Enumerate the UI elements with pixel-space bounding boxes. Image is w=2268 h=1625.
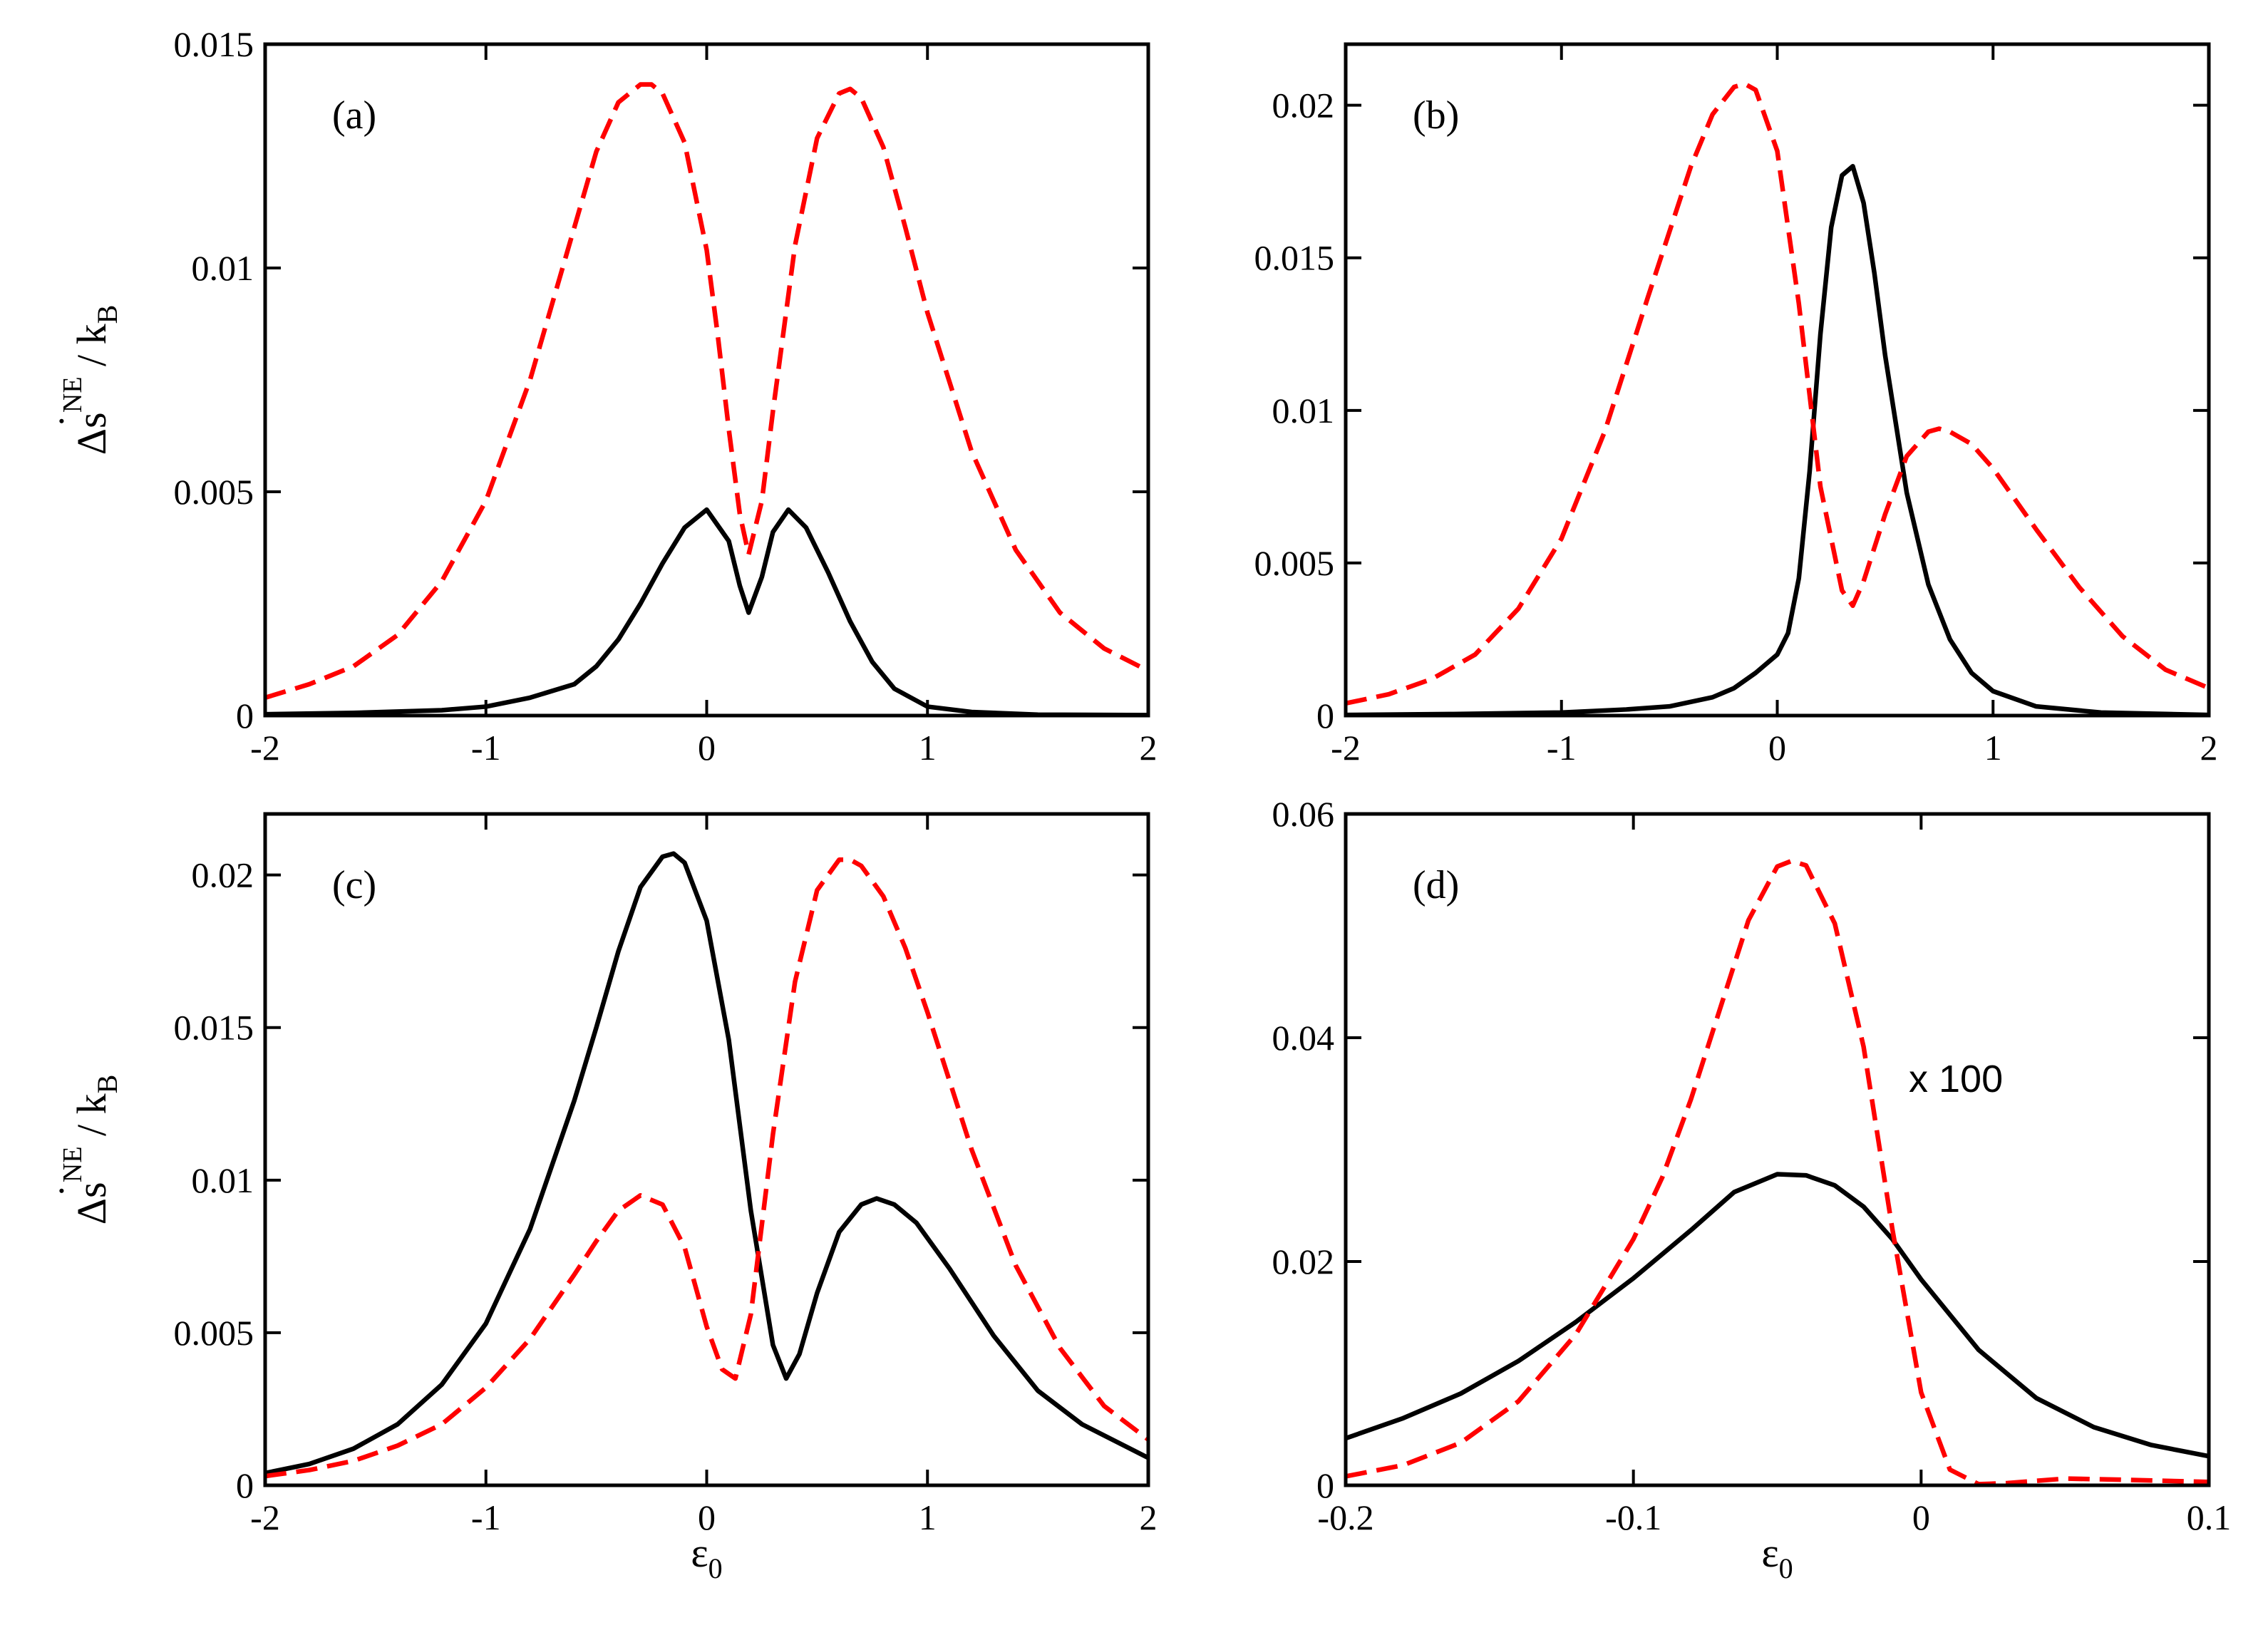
x-tick-label-b: -2 [1331,728,1361,768]
x-tick-label-c: -1 [471,1497,501,1537]
x-tick-label-d: 0.1 [2187,1497,2232,1537]
x-tick-label-a: 1 [919,728,937,768]
x-tick-label-b: 2 [2200,728,2218,768]
y-tick-label-a: 0.005 [174,472,254,512]
x-tick-label-a: 0 [698,728,716,768]
x-tick-label-a: 2 [1140,728,1158,768]
x-axis-label-left: ε0 [691,1529,722,1584]
panel-label-c: (c) [332,863,376,907]
y-tick-label-d: 0.04 [1272,1018,1335,1058]
x-axis-label-right: ε0 [1761,1529,1793,1584]
y-tick-label-d: 0 [1316,1465,1334,1505]
series-solid-line-b [1346,164,2209,716]
x-tick-label-d: 0 [1912,1497,1930,1537]
panel-a: -2 -1 0 1 2 0 0.005 0.01 0.015 (a) [174,24,1158,768]
x-tick-label-d: -0.1 [1605,1497,1661,1537]
y-tick-label-a: 0.01 [192,248,254,288]
x-tick-label-b: 1 [1984,728,2002,768]
panel-d: -0.2 -0.1 0 0.1 0 0.02 0.04 0.06 (d) x 100 [1272,794,2232,1537]
y-tick-label-b: 0.02 [1272,86,1335,125]
panel-label-b: (b) [1413,93,1459,138]
y-tick-label-c: 0.015 [174,1008,254,1048]
x-tick-label-a: -1 [471,728,501,768]
y-tick-label-c: 0.005 [174,1313,254,1353]
y-tick-label-d: 0.06 [1272,794,1335,834]
plot-frame-a [263,42,1150,718]
y-tick-label-b: 0 [1316,696,1334,736]
series-solid-line-c [265,851,1148,1476]
y-tick-label-b: 0.01 [1272,391,1335,430]
y-tick-label-a: 0.015 [174,24,254,64]
scale-annotation: x 100 [1909,1058,2003,1100]
x-tick-label-c: 0 [698,1497,716,1537]
y-axis-label-bottom: Δs˙NE / kB [50,1075,123,1225]
y-tick-label-c: 0.01 [192,1160,254,1200]
panel-label-d: (d) [1413,863,1459,907]
y-tick-label-c: 0.02 [192,855,254,895]
y-tick-label-b: 0.005 [1254,543,1335,583]
x-tick-label-c: -2 [250,1497,280,1537]
series-dashed-line-b [1346,81,2209,706]
x-tick-label-b: -1 [1547,728,1577,768]
y-tick-label-a: 0 [236,696,254,736]
x-tick-label-b: 0 [1768,728,1786,768]
y-tick-label-c: 0 [236,1465,254,1505]
x-tick-label-d: -0.2 [1317,1497,1373,1537]
panel-b: -2 -1 0 1 2 0 0.005 0.01 0.015 0.02 (b) [1254,42,2218,768]
panel-c: -2 -1 0 1 2 0 0.005 0.01 0.015 0.02 (c) [174,812,1158,1537]
y-tick-label-d: 0.02 [1272,1242,1335,1281]
x-tick-label-a: -2 [250,728,280,768]
plot-frame-d [1344,812,2211,1487]
y-axis-label-top: Δs˙NE / kB [50,305,123,455]
series-dashed-line-a [265,82,1148,700]
y-tick-label-b: 0.015 [1254,238,1335,278]
x-tick-label-c: 2 [1140,1497,1158,1537]
x-tick-label-c: 1 [919,1497,937,1537]
panel-label-a: (a) [332,93,376,138]
series-solid-line-d [1346,1172,2209,1459]
series-dashed-line-c [265,857,1148,1479]
series-solid-line-a [265,507,1148,716]
